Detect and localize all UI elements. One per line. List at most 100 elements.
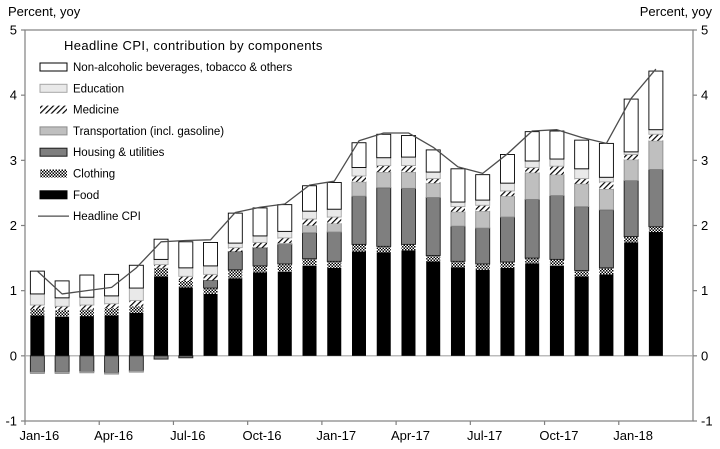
bar-segment-non-Feb-18 <box>648 70 664 131</box>
bar-segment-education-Apr-16 <box>104 295 120 305</box>
bar-segment-housing-Nov-16 <box>277 243 293 265</box>
bar-segment-medicine-Jan-16 <box>30 305 45 309</box>
y-tick-label-left: 5 <box>10 23 17 38</box>
bar-segment-clothing-Sep-16 <box>228 269 243 279</box>
bar-segment-transportation-Oct-17 <box>549 174 565 196</box>
legend-swatch <box>39 126 68 136</box>
bar-segment-food-Aug-17 <box>500 267 515 356</box>
bar-segment-non-Apr-17 <box>401 135 416 158</box>
bar-segment-food-Oct-17 <box>549 265 564 356</box>
y-tick-label-right: 1 <box>701 283 708 298</box>
bar-segment-housing-Dec-16 <box>302 232 317 260</box>
bar-segment-medicine-Jul-16 <box>178 276 193 281</box>
y-tick-label-left: -1 <box>5 414 17 429</box>
bar-segment-transportation-Dec-16 <box>302 225 317 234</box>
bar-segment-education-Nov-17 <box>574 168 590 180</box>
bar-segment-education-Feb-18 <box>648 129 664 135</box>
bar-segment-clothing-Oct-16 <box>253 265 268 273</box>
bar-segment-education-Sep-17 <box>524 160 540 168</box>
bar-segment-clothing-Oct-17 <box>549 259 564 266</box>
bar-segment-transportation-Feb-17 <box>351 181 367 197</box>
bar-segment-medicine-Oct-17 <box>549 166 564 175</box>
legend-swatch <box>40 105 67 114</box>
bar-segment-non-Jul-16 <box>178 241 194 269</box>
bar-segment-clothing-Mar-16 <box>79 309 94 317</box>
bar-segment-food-Feb-16 <box>55 316 70 356</box>
bar-segment-food-Dec-17 <box>599 274 614 356</box>
bar-segment-food-Nov-17 <box>574 276 589 356</box>
legend-swatch <box>39 62 68 72</box>
bar-segment-food-Jun-16 <box>154 276 169 356</box>
bar-segment-transportation-Apr-16 <box>104 372 120 375</box>
bar-segment-clothing-May-16 <box>129 306 144 313</box>
x-tick-label: Jan-18 <box>613 428 653 443</box>
bar-segment-education-Jul-16 <box>178 267 194 277</box>
bar-segment-transportation-Feb-16 <box>54 371 70 374</box>
bar-segment-housing-Nov-17 <box>574 206 590 271</box>
bar-segment-non-Mar-17 <box>376 133 392 159</box>
bar-segment-medicine-Sep-16 <box>228 247 243 252</box>
bar-segment-housing-May-17 <box>425 197 441 256</box>
bar-segment-transportation-Apr-17 <box>401 171 416 189</box>
bar-segment-non-Jul-17 <box>475 174 491 201</box>
bar-segment-non-Jan-16 <box>29 270 45 295</box>
x-tick-label: Jul-17 <box>467 428 502 443</box>
bar-segment-medicine-Aug-16 <box>203 274 218 281</box>
bar-segment-transportation-Sep-17 <box>524 172 540 200</box>
bar-segment-food-Jan-18 <box>624 242 639 356</box>
bar-segment-clothing-Dec-17 <box>599 267 614 275</box>
y-tick-label-left: 3 <box>10 153 17 168</box>
bar-segment-transportation-Jan-17 <box>326 223 342 233</box>
headline-line <box>36 68 657 295</box>
bar-segment-housing-Feb-17 <box>351 195 367 245</box>
legend-label: Transportation (incl. gasoline) <box>73 126 224 138</box>
x-tick-label: Jul-16 <box>170 428 205 443</box>
bar-segment-clothing-May-17 <box>426 255 441 262</box>
bar-segment-education-Mar-16 <box>79 296 95 306</box>
bar-segment-medicine-Jun-17 <box>450 206 465 212</box>
bar-segment-housing-Dec-17 <box>598 209 614 269</box>
legend-label: Headline CPI <box>73 211 141 223</box>
bar-segment-transportation-May-16 <box>128 370 144 373</box>
bar-segment-non-Nov-16 <box>277 204 293 232</box>
legend-item-medicine: Medicine <box>40 105 119 117</box>
bar-segment-non-Oct-16 <box>252 207 268 237</box>
bar-segment-clothing-Jan-16 <box>30 308 45 316</box>
bar-segment-clothing-Aug-16 <box>203 288 218 294</box>
bar-segment-housing-Sep-16 <box>227 251 243 271</box>
chart-title: Headline CPI, contribution by components <box>64 38 323 53</box>
bar-segment-clothing-Jan-17 <box>327 261 342 268</box>
bar-segment-medicine-Nov-16 <box>277 237 292 244</box>
x-tick-label: Apr-16 <box>94 428 133 443</box>
bar-segment-education-Mar-17 <box>376 157 392 166</box>
bar-segment-medicine-Jan-18 <box>624 154 639 160</box>
headline-cpi-line <box>36 68 657 295</box>
legend-label: Non-alcoholic beverages, tobacco & other… <box>73 62 293 74</box>
bar-segment-housing-Jan-17 <box>326 231 342 262</box>
legend-label: Clothing <box>73 169 115 181</box>
x-tick-label: Apr-17 <box>391 428 430 443</box>
y-tick-label-right: 2 <box>701 218 708 233</box>
bar-segment-food-Mar-16 <box>79 316 94 356</box>
bar-segment-non-Nov-17 <box>574 139 590 170</box>
bar-segment-medicine-May-17 <box>426 178 441 184</box>
legend-item-non: Non-alcoholic beverages, tobacco & other… <box>39 62 293 74</box>
stacked-bars <box>29 70 664 375</box>
bar-segment-education-Jun-16 <box>153 258 169 266</box>
bar-segment-medicine-Sep-17 <box>525 167 540 173</box>
bar-segment-food-Sep-16 <box>228 278 243 356</box>
legend-item-education: Education <box>39 83 124 95</box>
bar-segment-education-Dec-17 <box>598 176 614 183</box>
bar-segment-food-Aug-16 <box>203 293 218 356</box>
bar-segment-medicine-Jul-17 <box>475 205 490 212</box>
bar-segment-education-Sep-16 <box>227 242 243 249</box>
legend-item-housing: Housing & utilities <box>39 147 165 159</box>
bar-segment-clothing-Aug-17 <box>500 261 515 268</box>
bar-segment-food-May-17 <box>426 261 441 356</box>
bar-segment-housing-Mar-16 <box>79 355 95 372</box>
bar-segment-transportation-Feb-18 <box>648 140 664 170</box>
bar-segment-clothing-Nov-17 <box>574 270 589 277</box>
bar-segment-housing-Jan-16 <box>29 355 45 373</box>
y-tick-label-left: 1 <box>10 283 17 298</box>
